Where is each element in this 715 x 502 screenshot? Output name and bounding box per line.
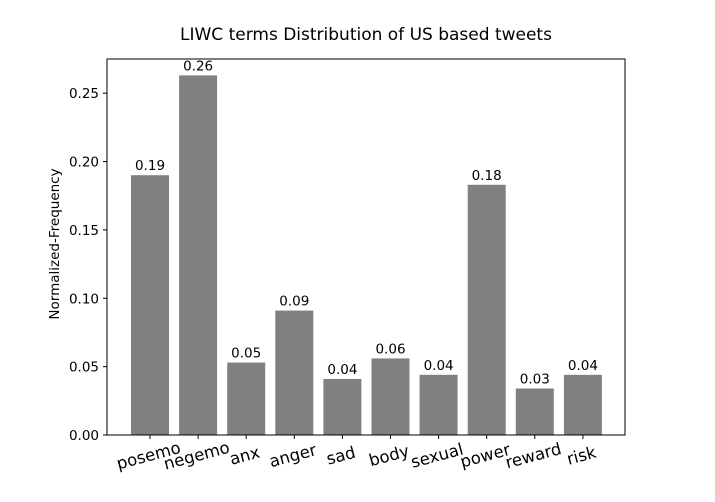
x-tick-label-sexual: sexual <box>409 440 465 472</box>
y-tick-label-0.00: 0.00 <box>69 428 99 444</box>
data-label-sad: 0.04 <box>327 362 357 378</box>
data-label-sexual: 0.04 <box>424 358 454 374</box>
data-label-posemo: 0.19 <box>135 158 165 174</box>
y-tick-label-0.10: 0.10 <box>69 291 99 307</box>
data-label-anx: 0.05 <box>231 346 261 362</box>
y-axis-label: Normalized-Frequency <box>47 168 63 319</box>
y-tick-label-0.15: 0.15 <box>69 223 99 239</box>
chart-title: LIWC terms Distribution of US based twee… <box>180 25 552 45</box>
data-label-risk: 0.04 <box>568 358 598 374</box>
y-axis: 0.00 0.05 0.10 0.15 0.20 0.25 <box>69 86 107 444</box>
data-label-body: 0.06 <box>375 341 405 357</box>
y-tick-label-0.20: 0.20 <box>69 155 99 171</box>
bar-negemo <box>179 75 218 435</box>
plot-frame <box>106 58 626 436</box>
bar-sad <box>323 378 362 435</box>
x-tick-label-risk: risk <box>565 443 599 469</box>
data-label-negemo: 0.26 <box>183 58 213 74</box>
bar-sexual <box>419 374 458 435</box>
data-label-reward: 0.03 <box>520 372 550 388</box>
bar-posemo <box>131 175 169 435</box>
x-tick-label-anger: anger <box>267 440 318 471</box>
bar-anger <box>275 310 314 435</box>
data-label-anger: 0.09 <box>279 294 309 310</box>
data-label-power: 0.18 <box>472 168 502 184</box>
y-tick-label-0.25: 0.25 <box>69 86 99 102</box>
bar-risk <box>563 374 602 435</box>
bars-group <box>131 75 602 435</box>
data-labels-group: 0.19 0.26 0.05 0.09 0.04 0.06 0.04 0.18 0.03 0.04 <box>135 58 598 387</box>
y-tick-label-0.05: 0.05 <box>69 360 99 376</box>
bar-anx <box>227 362 266 435</box>
bar-reward <box>515 388 554 435</box>
x-tick-label-sad: sad <box>324 443 357 469</box>
x-tick-label-body: body <box>367 441 412 470</box>
bar-body <box>371 358 410 435</box>
x-tick-label-anx: anx <box>228 443 262 469</box>
bar-power <box>467 184 506 435</box>
x-tick-label-reward: reward <box>503 439 563 472</box>
